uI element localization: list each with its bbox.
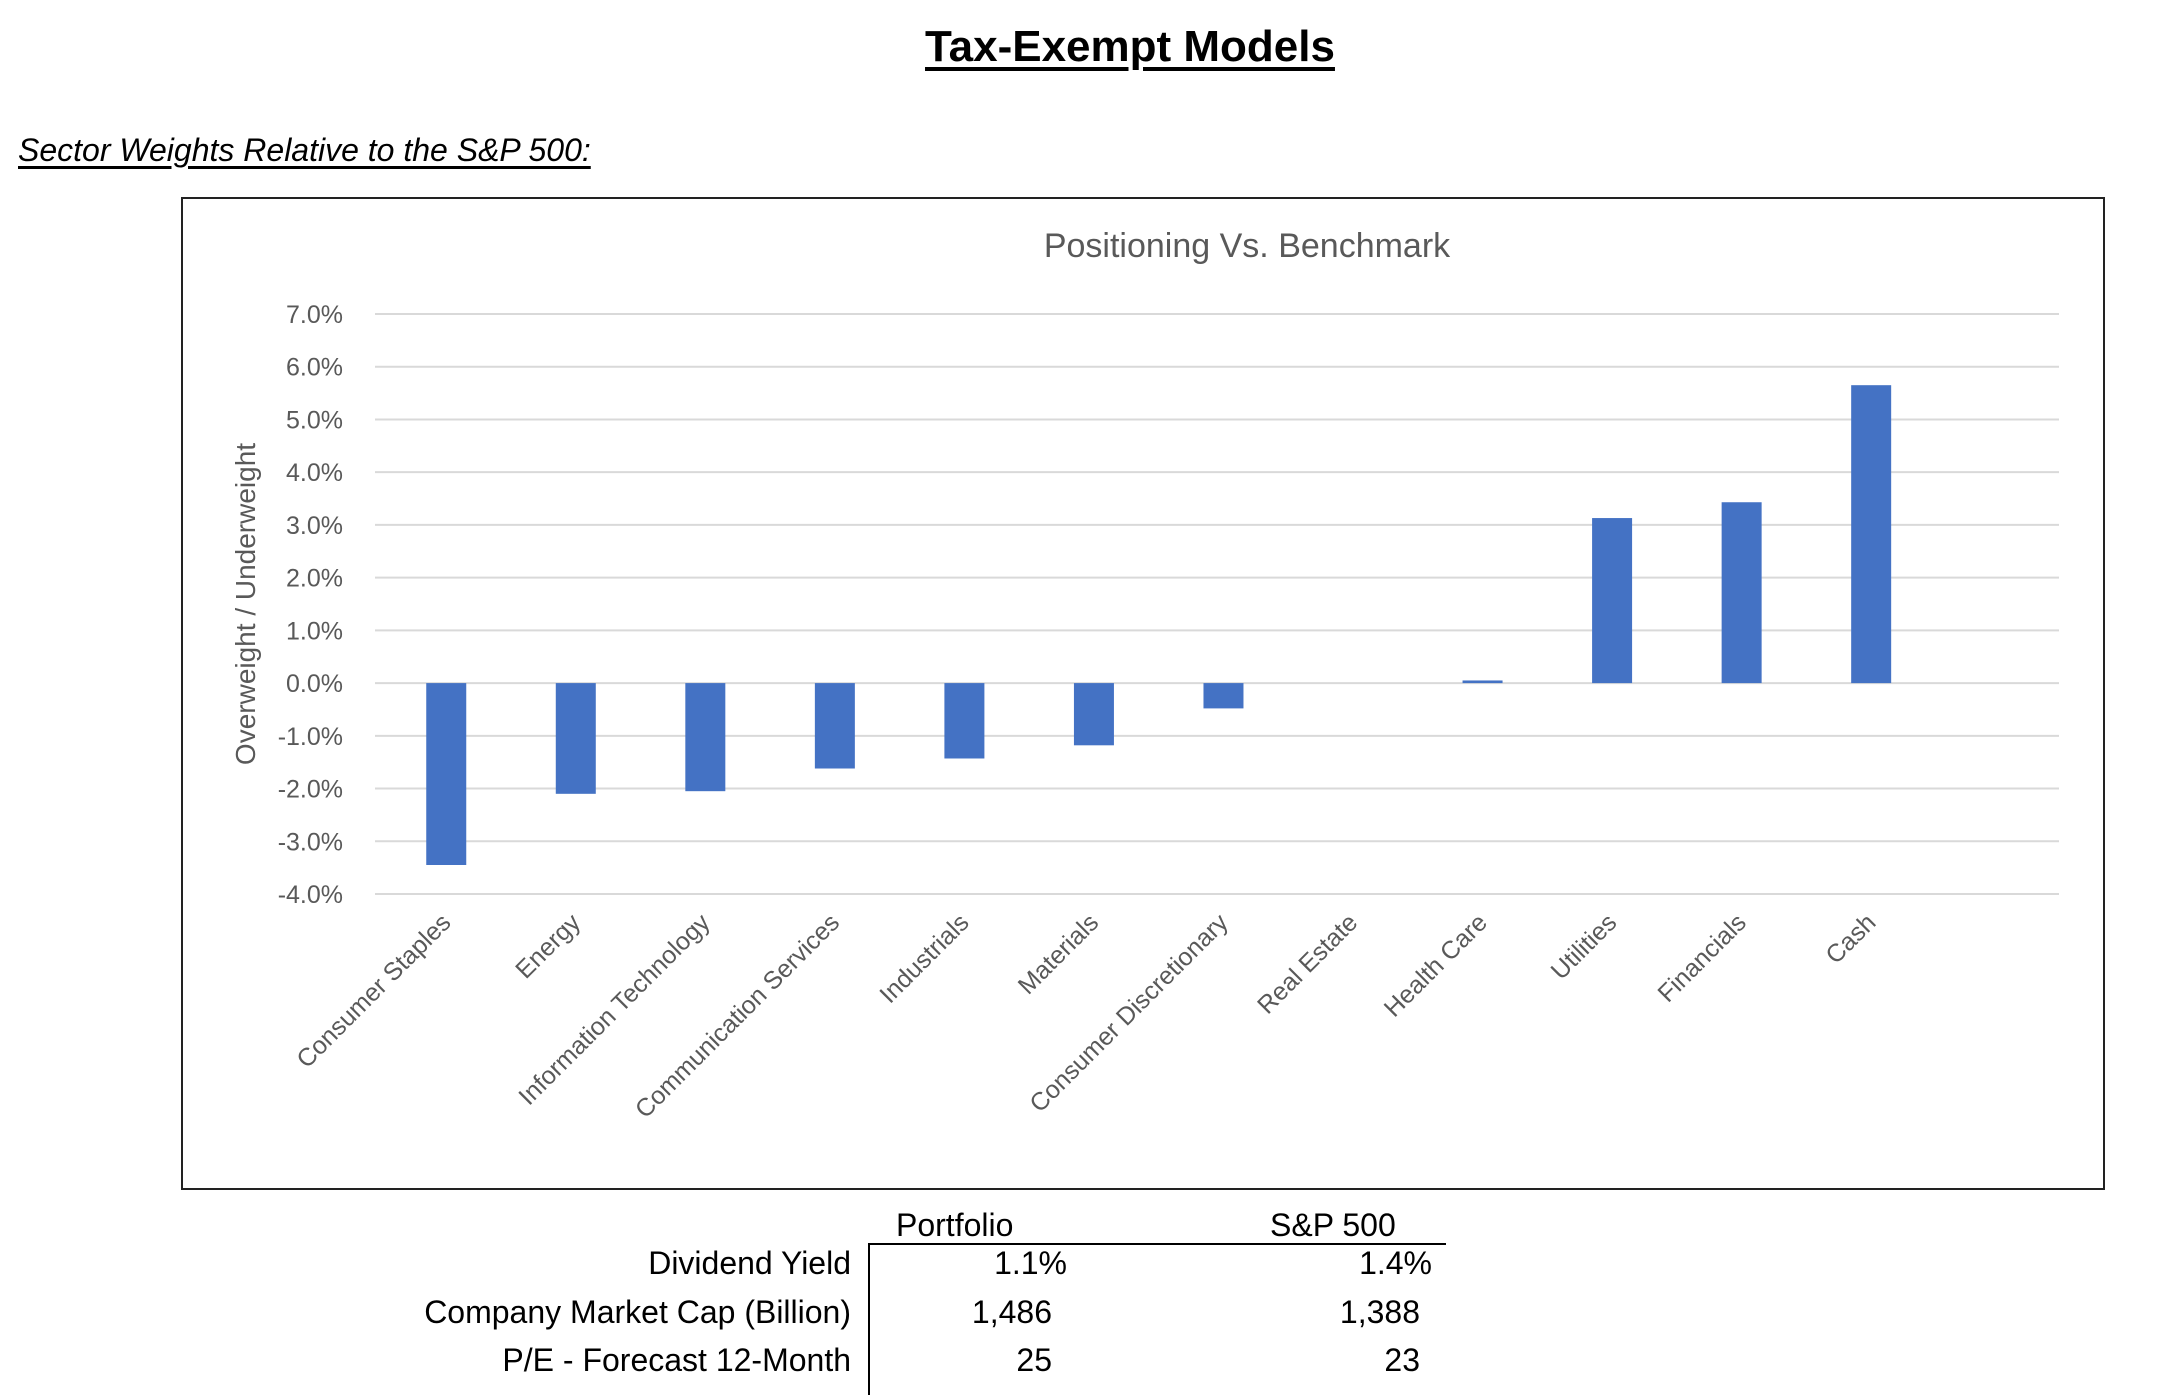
- stats-sp500-value: 1,388: [1339, 1294, 1420, 1330]
- stats-portfolio-value: 1,486: [971, 1294, 1052, 1330]
- stats-portfolio-value: 1.1%: [994, 1245, 1067, 1281]
- bar: [685, 683, 726, 792]
- y-axis-label: Overweight / Underweight: [230, 443, 261, 765]
- bar: [1721, 502, 1762, 684]
- y-tick-label: -4.0%: [278, 881, 343, 909]
- x-tick-label: Materials: [1013, 908, 1105, 1000]
- stats-label-divider: [868, 1243, 870, 1395]
- bar: [1073, 683, 1114, 746]
- page-title: Tax-Exempt Models: [925, 22, 1335, 71]
- stats-row-label: Dividend Yield: [648, 1245, 851, 1281]
- y-tick-label: 6.0%: [286, 354, 343, 382]
- x-tick-label: Real Estate: [1252, 908, 1363, 1019]
- y-tick-label: -2.0%: [278, 776, 343, 804]
- bar: [426, 683, 467, 865]
- x-tick-label: Utilities: [1546, 908, 1623, 985]
- y-tick-label: 2.0%: [286, 565, 343, 593]
- y-tick-label: 5.0%: [286, 406, 343, 434]
- y-tick-label: -3.0%: [278, 828, 343, 856]
- bar: [1592, 518, 1633, 684]
- x-tick-label: Energy: [510, 908, 586, 984]
- bar: [944, 683, 985, 759]
- x-tick-label: Consumer Staples: [291, 908, 456, 1073]
- y-tick-label: 7.0%: [286, 301, 343, 329]
- bar: [1203, 683, 1244, 709]
- positioning-chart: Positioning Vs. Benchmark 7.0% 6.0% 5.0% 4.0…: [230, 227, 2059, 1124]
- stats-table: Portfolio S&P 500 Dividend Yield 1.1% 1.…: [0, 1195, 2177, 1395]
- stats-header-divider: [868, 1243, 1446, 1245]
- y-tick-label: 4.0%: [286, 459, 343, 487]
- y-tick-label: 0.0%: [286, 670, 343, 698]
- stats-sp500-value: 23: [1384, 1342, 1420, 1378]
- bar: [1851, 385, 1892, 684]
- bar: [1462, 680, 1503, 684]
- chart-frame: Positioning Vs. Benchmark 7.0% 6.0% 5.0% 4.0…: [181, 197, 2105, 1190]
- x-tick-label: Industrials: [874, 908, 974, 1008]
- y-tick-label: 3.0%: [286, 512, 343, 540]
- bar: [814, 683, 855, 769]
- bar: [555, 683, 596, 794]
- stats-portfolio-value: 25: [1016, 1342, 1052, 1378]
- chart-title: Positioning Vs. Benchmark: [1044, 227, 1451, 265]
- stats-header-sp500: S&P 500: [1270, 1207, 1396, 1243]
- y-tick-label: -1.0%: [278, 723, 343, 751]
- x-tick-label: Cash: [1820, 908, 1881, 969]
- x-tick-label: Health Care: [1379, 908, 1493, 1022]
- stats-sp500-value: 1.4%: [1359, 1245, 1432, 1281]
- stats-row-label: Company Market Cap (Billion): [424, 1294, 851, 1330]
- stats-header-portfolio: Portfolio: [896, 1207, 1014, 1243]
- section-title: Sector Weights Relative to the S&P 500:: [18, 132, 591, 168]
- x-tick-label: Financials: [1652, 908, 1751, 1007]
- y-tick-label: 1.0%: [286, 617, 343, 645]
- stats-row-label: P/E - Forecast 12-Month: [502, 1342, 851, 1378]
